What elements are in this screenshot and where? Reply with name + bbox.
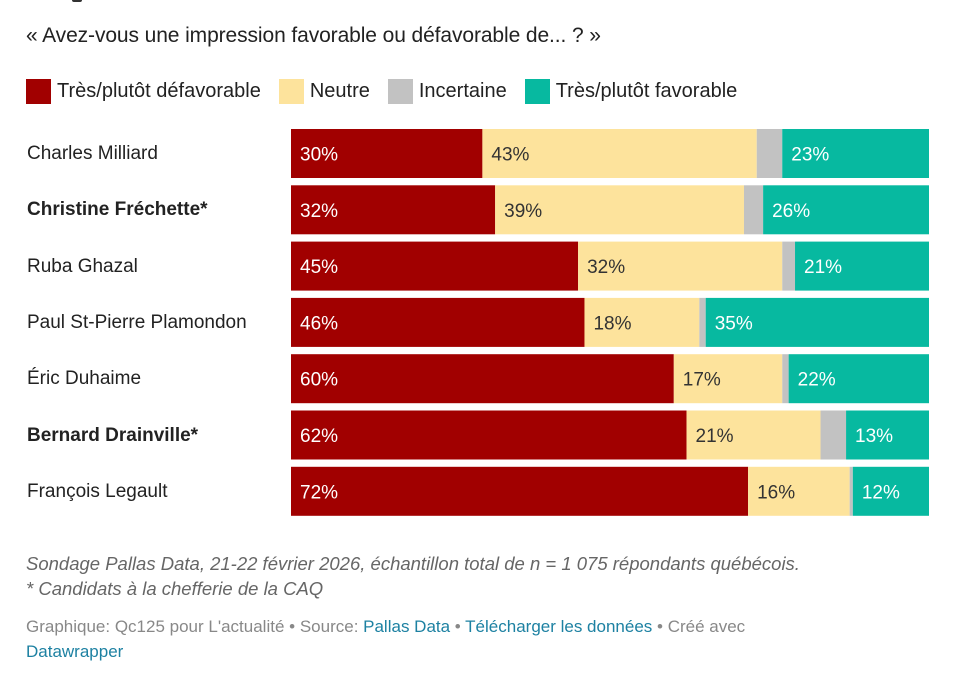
legend: Très/plutôt défavorable Neutre Incertain… (26, 79, 755, 104)
footer-sep: • (652, 617, 668, 636)
bar-segment-tres-plutot-defavorable (291, 297, 585, 347)
bar-segment-neutre (748, 466, 850, 516)
bar-segment-incertaine (820, 410, 847, 460)
bar-row-charles-milliard: 30% 43% 23% (291, 129, 929, 178)
note-survey: Sondage Pallas Data, 21-22 février 2026,… (26, 553, 800, 574)
bar-segment-neutre (673, 354, 783, 404)
bar-segment-incertaine (782, 354, 789, 404)
download-data-link[interactable]: Télécharger les données (465, 617, 653, 636)
category-label-eric-duhaime: Éric Duhaime (27, 368, 142, 390)
bar-segment-incertaine (756, 129, 783, 178)
footer-sep: • (450, 617, 466, 636)
bar-segment-tres-plutot-favorable (782, 129, 929, 178)
data-label-neutre: 21% (696, 426, 734, 447)
data-label-neutre: 16% (757, 482, 795, 503)
data-label-tres-plutot-defavorable: 46% (300, 313, 338, 334)
bar-segment-neutre (578, 241, 783, 291)
bar-segment-neutre (686, 410, 821, 460)
data-label-tres-plutot-defavorable: 45% (300, 257, 338, 278)
data-label-neutre: 17% (683, 370, 721, 391)
bar-segment-tres-plutot-defavorable (291, 410, 687, 460)
bar-segment-tres-plutot-favorable (763, 185, 929, 235)
legend-label: Très/plutôt défavorable (57, 80, 261, 102)
data-label-tres-plutot-defavorable: 32% (300, 201, 338, 222)
legend-swatch (26, 79, 51, 104)
bar-segment-tres-plutot-defavorable (291, 241, 579, 291)
datawrapper-link[interactable]: Datawrapper (26, 642, 124, 661)
data-label-neutre: 18% (593, 313, 631, 334)
bar-row-bernard-drainville: 62% 21% 13% (291, 410, 929, 460)
category-label-charles-milliard: Charles Milliard (27, 143, 158, 164)
data-label-neutre: 43% (491, 145, 529, 166)
data-label-neutre: 39% (504, 201, 542, 222)
note-asterisk: * Candidats à la chefferie de la CAQ (26, 578, 324, 599)
bar-row-paul-st-pierre-plamondon: 46% 18% 35% (291, 297, 929, 347)
legend-swatch (524, 79, 550, 104)
bar-segment-incertaine (743, 185, 764, 235)
legend-item-neutre: Neutre (278, 79, 370, 104)
legend-item-defavorable: Très/plutôt défavorable (26, 79, 261, 104)
legend-label: Neutre (309, 80, 370, 102)
bar-segment-tres-plutot-defavorable (291, 185, 496, 235)
footer-graphic: Graphique: Qc125 pour L'actualité (26, 617, 285, 636)
bar-segment-incertaine (849, 466, 853, 516)
data-label-tres-plutot-defavorable: 72% (300, 482, 338, 503)
bar-segment-tres-plutot-favorable (795, 241, 929, 291)
bar-segment-tres-plutot-favorable (846, 410, 929, 460)
category-label-paul-st-pierre-plamondon: Paul St-Pierre Plamondon (27, 311, 247, 333)
bar-row-eric-duhaime: 60% 17% 22% (291, 354, 929, 404)
bar-row-francois-legault: 72% 16% 12% (291, 466, 929, 516)
legend-swatch (387, 79, 413, 104)
bar-row-ruba-ghazal: 45% 32% 21% (291, 241, 929, 291)
data-label-tres-plutot-favorable: 13% (855, 426, 893, 447)
chart-footer: Graphique: Qc125 pour L'actualité • Sour… (26, 614, 906, 664)
chart-subtitle: « Avez-vous une impression favorable ou … (26, 24, 601, 47)
bar-row-christine-frechette: 32% 39% 26% (291, 185, 929, 235)
bar-segment-tres-plutot-favorable (705, 297, 929, 347)
data-label-tres-plutot-favorable: 26% (772, 201, 810, 222)
bar-segment-tres-plutot-defavorable (291, 466, 749, 516)
bar-segment-neutre (495, 185, 744, 235)
data-label-tres-plutot-favorable: 21% (804, 257, 842, 278)
bar-segment-neutre (584, 297, 700, 347)
bar-segment-tres-plutot-defavorable (291, 129, 483, 178)
bar-segment-neutre (482, 129, 757, 178)
footer-sep: • (284, 617, 300, 636)
category-label-christine-frechette: Christine Fréchette* (27, 199, 208, 221)
legend-swatch (278, 79, 304, 104)
data-label-tres-plutot-favorable: 35% (715, 313, 753, 334)
category-label-bernard-drainville: Bernard Drainville* (27, 424, 199, 446)
data-label-tres-plutot-defavorable: 62% (300, 426, 338, 447)
footer-created-with: Créé avec (667, 617, 746, 636)
data-label-tres-plutot-defavorable: 60% (300, 370, 338, 391)
footer-source-prefix: Source: (299, 617, 364, 636)
category-label-francois-legault: François Legault (27, 480, 168, 502)
cropped-title-fragment (72, 0, 82, 2)
data-label-tres-plutot-defavorable: 30% (300, 145, 338, 166)
data-label-tres-plutot-favorable: 12% (862, 482, 900, 503)
legend-item-favorable: Très/plutôt favorable (524, 79, 738, 104)
data-label-neutre: 32% (587, 257, 625, 278)
bar-segment-tres-plutot-favorable (788, 354, 929, 404)
legend-item-incertaine: Incertaine (387, 79, 507, 104)
data-label-tres-plutot-favorable: 23% (791, 145, 829, 166)
data-label-tres-plutot-favorable: 22% (798, 370, 836, 391)
bar-segment-incertaine (782, 241, 796, 291)
legend-label: Très/plutôt favorable (555, 80, 738, 102)
category-label-ruba-ghazal: Ruba Ghazal (27, 255, 138, 277)
bar-segment-tres-plutot-favorable (852, 466, 929, 516)
bar-segment-tres-plutot-defavorable (291, 354, 674, 404)
source-link[interactable]: Pallas Data (363, 617, 451, 636)
bar-segment-incertaine (699, 297, 706, 347)
chart-notes: Sondage Pallas Data, 21-22 février 2026,… (26, 551, 800, 601)
legend-label: Incertaine (418, 80, 507, 102)
